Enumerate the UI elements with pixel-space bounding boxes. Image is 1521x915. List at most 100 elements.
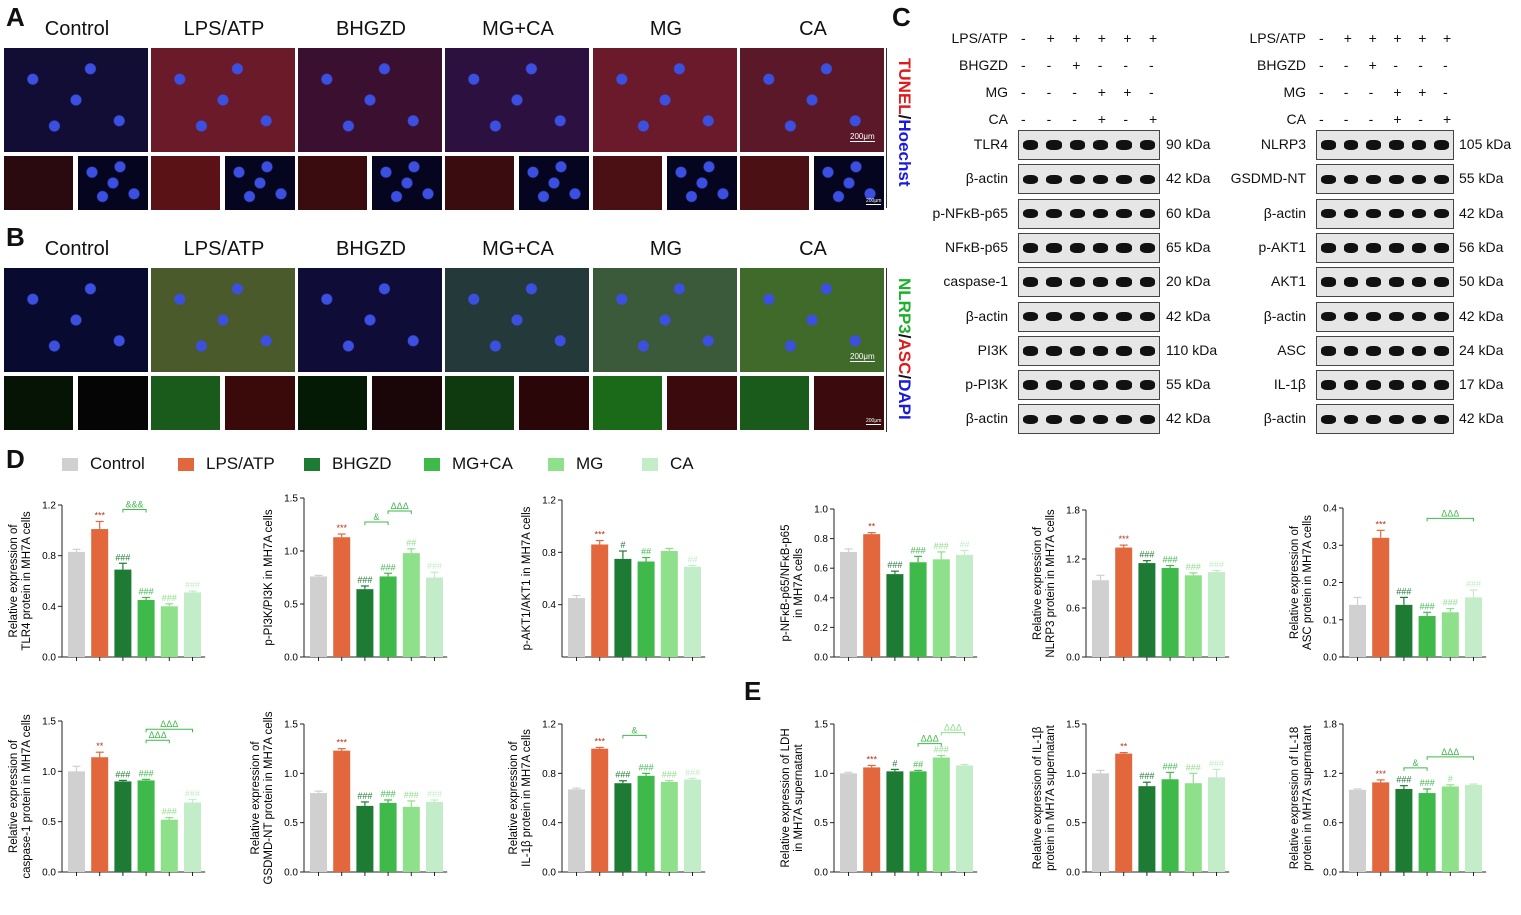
blot-band [1069,208,1085,219]
treatment-sign: - [1319,84,1324,100]
micrograph-inset [519,156,589,210]
blot-band [1321,140,1336,150]
micrograph-inset [593,156,662,210]
significance-mark: # [892,758,897,768]
blot-band [1069,346,1085,356]
treatment-sign: - [1046,84,1052,100]
bar [1349,604,1366,657]
treatment-sign: + [1393,84,1402,100]
treatment-sign: + [1343,30,1352,46]
micrograph-main [298,48,442,152]
chart-3: 0.0 0.2 0.4 0.6 0.8 1.0 p-NFκB-p65/NFκB-p65 in … [780,505,978,664]
significance-mark: ### [139,586,154,596]
blot-image [1316,130,1454,160]
micrograph-inset [593,376,662,430]
significance-mark: ** [1120,742,1128,752]
bar [1395,604,1413,657]
bar [1465,784,1482,872]
treatment-sign: + [1418,30,1427,46]
blot-band [1366,140,1381,150]
treatment-sign: + [1443,30,1452,46]
bracket-label: & [373,512,379,522]
significance-mark: *** [1118,534,1129,544]
significance-mark: ### [404,790,419,800]
scale-bar: 200μm [850,132,875,142]
y-axis-label: IL-1β protein in MH7A cells [521,729,533,867]
y-axis-label: caspase-1 protein in MH7A cells [21,714,33,879]
y-axis-label: NLRP3 protein in MH7A cells [1045,509,1057,658]
y-axis-label: Relative expression of [250,741,262,855]
blot-band [1139,208,1155,219]
bar [1208,777,1225,872]
blot-label: β-actin [1263,307,1306,324]
bar [932,559,950,657]
micrograph-main [4,268,148,372]
chart-5: 0.0 0.1 0.2 0.3 0.4 Relative expression of ASC… [1289,504,1487,664]
y-tick-label: 0.8 [42,551,56,562]
y-tick-label: 0.3 [1323,541,1337,552]
treatment-sign: + [1097,84,1106,100]
comparison-bracket [917,743,942,747]
treatment-label: CA [988,111,1008,127]
blot-band [1116,380,1132,390]
legend-label: BHGZD [332,454,392,473]
bar [91,529,109,657]
blot-band [1389,346,1404,356]
molecular-weight: 65 kDa [1166,238,1211,255]
chart-9: 0.0 0.5 1.0 1.5 Relative expression of LDH in… [780,720,978,879]
y-tick-label: 1.2 [42,501,56,512]
micrograph-inset [519,376,589,430]
y-tick-label: 0.5 [814,818,828,829]
blot-band [1023,414,1039,425]
treatment-sign: - [1343,111,1349,127]
molecular-weight: 60 kDa [1166,204,1211,221]
bar [568,789,585,872]
blot-band [1343,140,1359,150]
group-label: Control [44,18,110,40]
y-axis-label: protein in MH7A supernatant [1045,724,1057,871]
molecular-weight: 56 kDa [1459,238,1504,255]
group-label: MG+CA [482,238,554,260]
blot-band [1116,277,1132,287]
significance-mark: ### [887,560,902,570]
treatment-sign: - [1021,57,1026,73]
bar [840,773,857,872]
blot-image [1018,130,1160,160]
molecular-weight: 55 kDa [1459,170,1504,187]
y-tick-label: 0.8 [542,548,556,559]
significance-mark: ### [427,789,442,799]
blot-label: β-actin [965,170,1008,187]
blot-band [1116,140,1132,150]
treatment-sign: - [1319,111,1324,127]
blot-band [1093,140,1109,150]
bar [1115,547,1133,657]
significance-mark: ## [641,547,651,557]
significance-mark: ### [1209,758,1224,768]
blot-band [1093,346,1109,356]
blot-band [1434,208,1449,219]
significance-mark: *** [866,754,877,764]
y-tick-label: 0.0 [42,868,56,879]
y-tick-label: 1.2 [1066,555,1080,566]
blot-band [1343,346,1359,356]
blot-band [1411,277,1427,287]
bar [68,771,85,872]
y-axis-label: Relative expression of [1289,525,1301,639]
blot-image [1316,404,1454,435]
chart-1: 0.0 0.5 1.0 1.5 p-PI3K/PI3K in MH7A cells ***… [263,494,448,664]
bracket-label: ΔΔΔ [944,723,962,733]
blot-label: β-actin [1263,410,1306,427]
bar [68,551,85,657]
blot-band [1366,208,1381,219]
blot-band [1139,380,1155,390]
legend-swatch [62,458,78,471]
micrograph-main [593,268,737,372]
blot-image [1018,404,1160,435]
blot-label: NFκB-p65 [944,238,1008,255]
group-label: BHGZD [336,238,406,260]
comparison-bracket [387,510,412,515]
molecular-weight: 17 kDa [1459,376,1504,393]
bracket-label: ΔΔΔ [160,719,178,729]
blot-band [1411,243,1427,253]
bar [1441,786,1459,872]
